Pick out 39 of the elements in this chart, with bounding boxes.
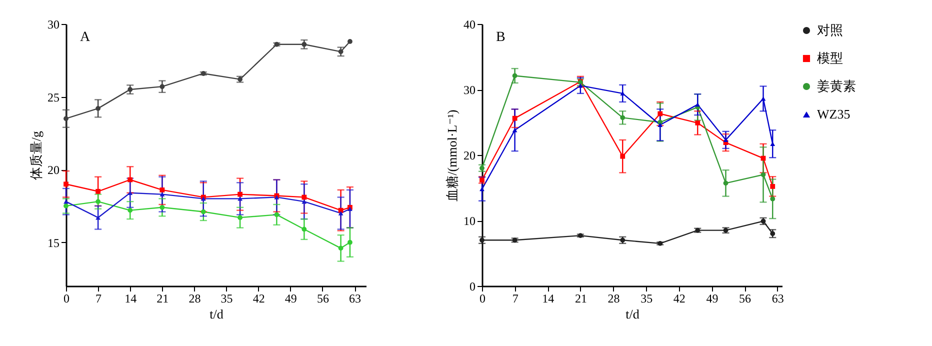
x-tick-label: 63 xyxy=(772,292,784,306)
legend-label: 姜黄素 xyxy=(817,78,856,94)
y-tick-label: 25 xyxy=(48,90,60,104)
x-tick-label: 49 xyxy=(706,292,718,306)
chart-title: A xyxy=(80,30,91,45)
x-axis-title: t/d xyxy=(210,306,224,322)
y-tick-label: 30 xyxy=(48,18,60,32)
y-tick-label: 15 xyxy=(48,236,60,250)
legend-label: 对照 xyxy=(817,22,843,38)
y-tick-label: 20 xyxy=(464,148,476,162)
x-tick-label: 35 xyxy=(640,292,653,306)
x-tick-label: 14 xyxy=(542,292,554,306)
x-tick-label: 42 xyxy=(673,292,686,306)
x-tick-label: 35 xyxy=(220,292,233,306)
y-tick-label: 10 xyxy=(464,214,476,228)
y-tick-label: 0 xyxy=(470,280,476,294)
x-tick-label: 21 xyxy=(156,292,169,306)
x-tick-label: 28 xyxy=(608,292,620,306)
x-tick-label: 42 xyxy=(252,292,265,306)
y-tick-label: 40 xyxy=(464,18,476,32)
x-tick-label: 28 xyxy=(188,292,201,306)
y-tick-label: 30 xyxy=(464,83,476,97)
x-tick-label: 56 xyxy=(316,292,329,306)
x-tick-label: 7 xyxy=(512,292,518,306)
x-tick-label: 0 xyxy=(64,292,70,306)
x-tick-label: 49 xyxy=(284,292,297,306)
x-tick-label: 14 xyxy=(124,292,137,306)
x-tick-label: 7 xyxy=(96,292,102,306)
legend-label: WZ35 xyxy=(817,106,850,122)
x-axis-title: t/d xyxy=(626,306,640,322)
y-axis-title: 体质量/g xyxy=(28,130,44,180)
x-tick-label: 63 xyxy=(349,292,362,306)
y-tick-label: 20 xyxy=(48,163,60,178)
y-axis-title: 血糖/(mmol·L⁻¹) xyxy=(444,110,460,202)
legend-label: 模型 xyxy=(817,50,843,66)
chart-title: B xyxy=(496,30,506,45)
x-tick-label: 56 xyxy=(739,292,751,306)
x-tick-label: 21 xyxy=(574,292,587,306)
x-tick-label: 0 xyxy=(480,292,486,306)
